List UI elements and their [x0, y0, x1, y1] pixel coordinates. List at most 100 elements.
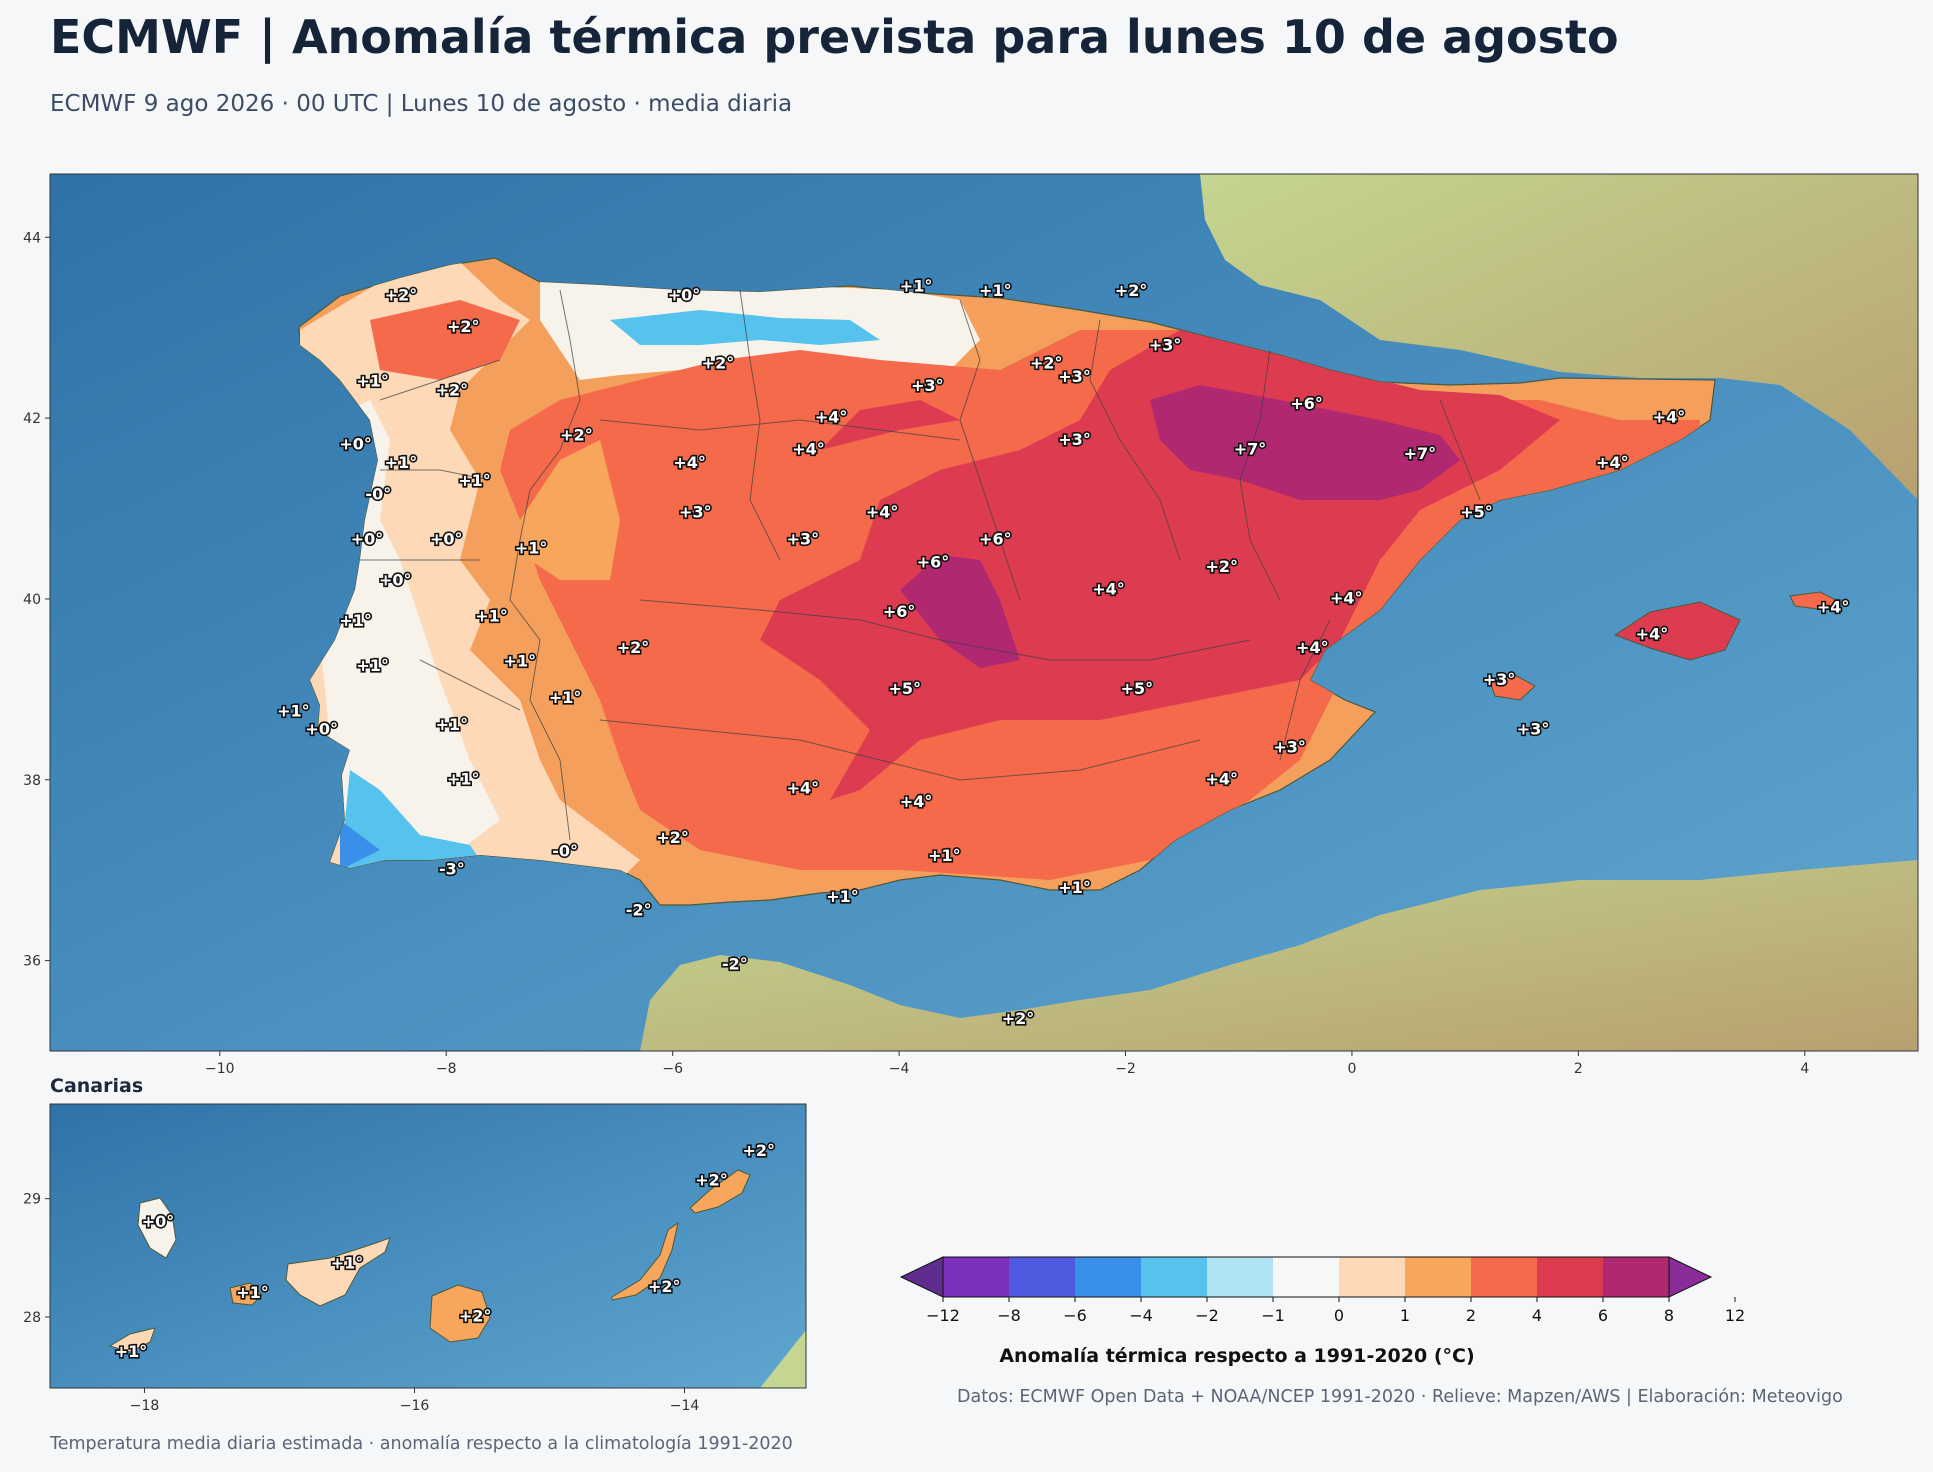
main-anomaly-label: +5°: [888, 679, 921, 698]
inset-anomaly-label: +2°: [695, 1170, 728, 1189]
inset-lon-tick: −14: [670, 1398, 700, 1414]
main-lat-tick: 38: [23, 773, 41, 789]
main-anomaly-label: +2°: [436, 380, 469, 399]
main-anomaly-label: +3°: [1058, 367, 1091, 386]
inset-anomaly-label: +1°: [236, 1283, 269, 1302]
main-anomaly-label: +4°: [1636, 625, 1669, 644]
colorbar-swatch: [1075, 1257, 1141, 1297]
colorbar-tick: −12: [926, 1306, 960, 1325]
inset-anomaly-label: +1°: [115, 1342, 148, 1361]
main-anomaly-label: +2°: [1205, 557, 1238, 576]
main-anomaly-label: +1°: [928, 846, 961, 865]
inset-anomaly-label: +2°: [742, 1141, 775, 1160]
el-hierro: [108, 1327, 156, 1353]
main-anomaly-label: -0°: [365, 484, 391, 503]
main-anomaly-label: +1°: [447, 769, 480, 788]
main-anomaly-label: +3°: [1149, 335, 1182, 354]
main-anomaly-label: +1°: [979, 281, 1012, 300]
main-anomaly-label: +1°: [549, 688, 582, 707]
main-anomaly-label: +1°: [504, 652, 537, 671]
main-anomaly-label: +4°: [787, 778, 820, 797]
colorbar-swatch: [1339, 1257, 1405, 1297]
page-title: ECMWF | Anomalía térmica prevista para l…: [50, 10, 1619, 64]
main-anomaly-label: +6°: [979, 530, 1012, 549]
main-anomaly-label: +4°: [1596, 453, 1629, 472]
main-anomaly-label: +3°: [1483, 670, 1516, 689]
main-anomaly-label: +0°: [339, 435, 372, 454]
canarias-inset: +0° +1° +1° +2° +2° +2° +2° +1°: [50, 1104, 806, 1388]
colorbar-tick: 2: [1466, 1306, 1476, 1325]
la-gomera: [229, 1282, 263, 1306]
colorbar-tick: 8: [1664, 1306, 1674, 1325]
region-borders: [360, 289, 1481, 841]
north-africa-landmass: [640, 860, 1918, 1051]
main-map-labels: +2° +0° +1° +1° +2° +2° +3° +2° +2° +3° +1° +2° +3° +…: [276, 275, 1851, 1030]
main-anomaly-label: +0°: [430, 530, 463, 549]
main-anomaly-label: +3°: [1273, 738, 1306, 757]
main-anomaly-label: +1°: [339, 611, 372, 630]
main-lon-tick: 4: [1800, 1061, 1809, 1077]
main-lat-tick: 40: [23, 592, 41, 608]
main-anomaly-label: +7°: [1404, 444, 1437, 463]
main-anomaly-label: +4°: [1653, 408, 1686, 427]
inset-lat-tick: 29: [23, 1192, 41, 1208]
main-anomaly-label: +2°: [560, 426, 593, 445]
colorbar-tick: −4: [1129, 1306, 1153, 1325]
main-anomaly-label: +2°: [656, 828, 689, 847]
main-anomaly-label: -0°: [552, 842, 578, 861]
main-anomaly-label: +5°: [1121, 679, 1154, 698]
main-lat-tick: 36: [23, 954, 41, 970]
main-anomaly-label: +1°: [277, 701, 310, 720]
colorbar-max-arrow: [1668, 1256, 1713, 1298]
main-anomaly-label: +5°: [1460, 503, 1493, 522]
main-anomaly-label: +2°: [1002, 1009, 1035, 1028]
main-lon-tick: −8: [436, 1061, 457, 1077]
inset-anomaly-label: +0°: [142, 1212, 175, 1231]
inset-map-axes: −18 −16 −14 29 28: [23, 1192, 699, 1414]
inset-map-labels: +0° +1° +1° +2° +2° +2° +2° +1°: [113, 1139, 776, 1362]
colorbar-swatch: [1207, 1257, 1273, 1297]
colorbar: −12 −8 −6 −4 −2 −1 0 1 2 4 6 8 12: [899, 1256, 1745, 1325]
colorbar-swatch: [1537, 1257, 1603, 1297]
main-lat-tick: 42: [23, 411, 41, 427]
main-anomaly-label: +3°: [679, 503, 712, 522]
main-lon-tick: −2: [1115, 1061, 1136, 1077]
inset-anomaly-label: +1°: [331, 1253, 364, 1272]
colorbar-tick: −2: [1195, 1306, 1219, 1325]
main-anomaly-label: +1°: [356, 371, 389, 390]
footer-note: Temperatura media diaria estimada · anom…: [50, 1434, 793, 1454]
colorbar-tick: −8: [997, 1306, 1021, 1325]
main-anomaly-label: +3°: [1517, 720, 1550, 739]
main-anomaly-label: +1°: [826, 887, 859, 906]
la-palma: [137, 1197, 177, 1259]
main-lat-tick: 44: [23, 230, 41, 246]
colorbar-swatch: [1009, 1257, 1075, 1297]
main-anomaly-label: -3°: [439, 860, 465, 879]
main-anomaly-label: +4°: [1296, 638, 1329, 657]
main-anomaly-label: +2°: [617, 638, 650, 657]
inset-lon-tick: −16: [400, 1398, 430, 1414]
main-anomaly-label: +4°: [792, 439, 825, 458]
inset-anomaly-label: +2°: [459, 1307, 492, 1326]
main-anomaly-label: +2°: [447, 317, 480, 336]
inset-anomaly-label: +2°: [648, 1277, 681, 1296]
main-lon-tick: −10: [205, 1061, 235, 1077]
colorbar-tick: 1: [1400, 1306, 1410, 1325]
colorbar-tick: 4: [1532, 1306, 1542, 1325]
france-landmass: [1200, 174, 1918, 500]
main-anomaly-label: +4°: [1817, 597, 1850, 616]
colorbar-swatch: [943, 1257, 1009, 1297]
main-anomaly-label: +1°: [385, 453, 418, 472]
main-anomaly-label: +4°: [815, 408, 848, 427]
main-anomaly-label: +7°: [1234, 439, 1267, 458]
colorbar-tick: 0: [1334, 1306, 1344, 1325]
main-anomaly-label: +0°: [668, 286, 701, 305]
colorbar-swatch: [1405, 1257, 1471, 1297]
inset-lat-tick: 28: [23, 1310, 41, 1326]
main-anomaly-label: +4°: [1092, 579, 1125, 598]
inset-lon-tick: −18: [130, 1398, 160, 1414]
tenerife: [285, 1237, 391, 1307]
main-anomaly-label: -2°: [722, 955, 748, 974]
